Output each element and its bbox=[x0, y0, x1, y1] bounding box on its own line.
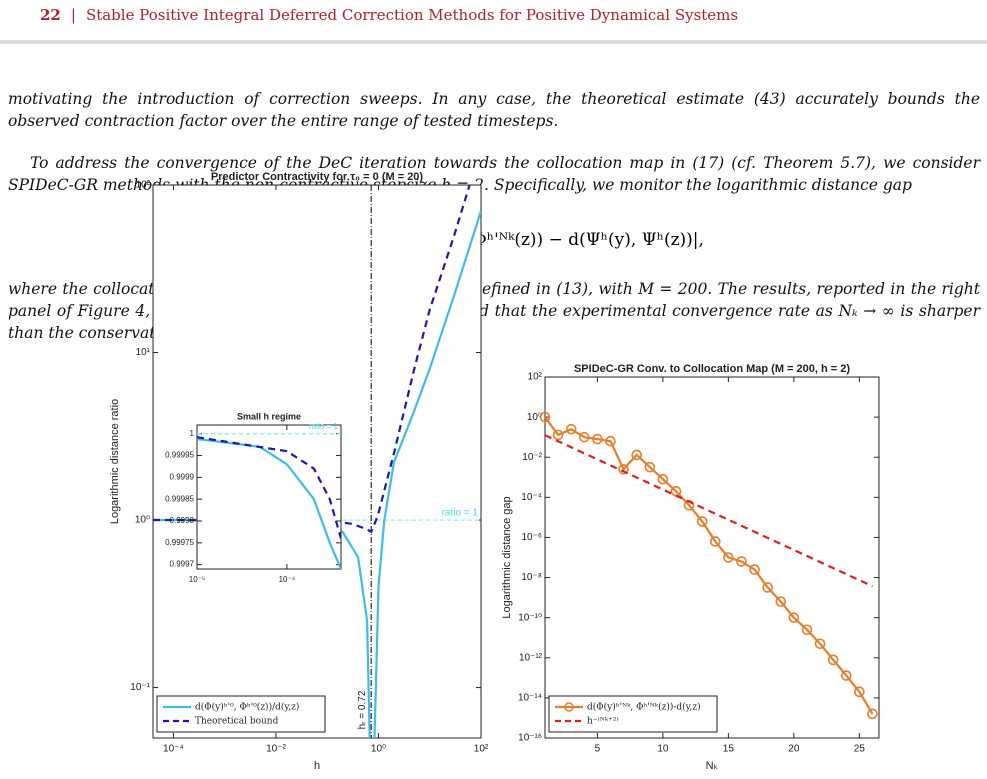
y-tick-label: 0.9998 bbox=[170, 516, 195, 525]
y-tick-label: 10² bbox=[528, 372, 543, 383]
data-point bbox=[762, 582, 773, 593]
x-tick-label: 10 bbox=[657, 744, 669, 755]
data-point bbox=[657, 473, 669, 485]
y-tick-label: 10⁻¹⁴ bbox=[518, 693, 542, 704]
legend-marker bbox=[564, 702, 574, 712]
plot-area bbox=[197, 425, 341, 569]
legend-box bbox=[156, 695, 326, 733]
data-point bbox=[801, 624, 813, 636]
legend-label: d(Φ(y)ʰ'ᴺᵏ, Φʰ'ᴺᵏ(z))-d(y,z) bbox=[587, 702, 701, 713]
y-tick-label: 1 bbox=[190, 429, 195, 438]
x-tick-label: 25 bbox=[854, 744, 866, 755]
data-point bbox=[618, 463, 629, 475]
x-axis-label: h bbox=[314, 760, 320, 772]
y-tick-label: 0.9999 bbox=[170, 472, 195, 481]
y-tick-label: 0.9997 bbox=[170, 560, 195, 569]
chart-title: Small h regime bbox=[237, 411, 301, 421]
running-header: 22 | Stable Positive Integral Deferred Cor… bbox=[40, 6, 748, 24]
x-tick-label: 10⁻⁴ bbox=[163, 744, 184, 755]
data-point bbox=[709, 536, 721, 547]
y-tick-label: 10⁻¹⁶ bbox=[518, 733, 542, 744]
y-tick-label: 0.99995 bbox=[165, 451, 194, 460]
y-axis-label: Logarithmic distance gap bbox=[501, 496, 513, 618]
data-point bbox=[644, 461, 656, 473]
legend-label: d(Φ(y)ʰ'⁰, Φʰ'⁰(z))/d(y,z) bbox=[195, 702, 299, 713]
plot-frame bbox=[544, 376, 880, 739]
data-point bbox=[578, 431, 590, 443]
data-point bbox=[539, 411, 551, 423]
series-line bbox=[545, 434, 873, 588]
series-line bbox=[197, 436, 341, 539]
data-point bbox=[827, 654, 839, 666]
reference-label: ratio = 1 bbox=[309, 422, 339, 431]
paragraph: motivating the introduction of correctio… bbox=[8, 90, 980, 130]
separator: | bbox=[70, 6, 76, 24]
y-tick-label: 10¹ bbox=[136, 347, 151, 358]
legend-label: h⁻⁽ᴺᵏ⁺²⁾ bbox=[587, 716, 619, 727]
data-point bbox=[631, 449, 642, 461]
data-point bbox=[854, 686, 865, 698]
x-tick-label: 10⁻⁵ bbox=[189, 575, 205, 584]
legend-label: Theoretical bound bbox=[195, 717, 279, 727]
y-tick-label: 10⁻¹ bbox=[130, 682, 150, 693]
y-tick-label: 10⁻⁴ bbox=[521, 492, 542, 503]
plot-frame bbox=[196, 424, 342, 570]
data-point bbox=[840, 670, 852, 681]
y-tick-label: 0.99975 bbox=[165, 538, 194, 547]
y-tick-label: 10⁻⁸ bbox=[521, 572, 542, 583]
data-point bbox=[775, 596, 787, 607]
chart: 5 10 15 20 25 10⁻¹⁶ 10⁻¹⁴ 10⁻¹² 10⁻¹⁰ 10⁻⁸ 10⁻⁶ 10⁻… bbox=[501, 363, 880, 772]
y-tick-label: 0.99985 bbox=[165, 494, 194, 503]
x-tick-label: 15 bbox=[723, 744, 735, 755]
y-axis-label: Logarithmic distance ratio bbox=[109, 399, 121, 524]
legend-box bbox=[548, 695, 718, 733]
header-rule bbox=[0, 40, 987, 44]
data-point bbox=[749, 564, 760, 575]
data-point bbox=[592, 433, 603, 445]
plot-frame bbox=[152, 184, 482, 739]
reference-label: ratio = 1 bbox=[442, 508, 479, 519]
chart: 10⁻⁵ 10⁻⁴ 0.9997 0.99975 0.9998 0.99985 0.9999… bbox=[165, 411, 342, 584]
chart-title: Predictor Contractivity for τ₀ = 0 (M = … bbox=[211, 171, 424, 183]
x-tick-label: 10⁻⁴ bbox=[279, 575, 296, 584]
data-point bbox=[565, 423, 577, 435]
running-title: Stable Positive Integral Deferred Correc… bbox=[85, 6, 739, 24]
data-point bbox=[867, 708, 878, 720]
x-axis-label: Nₖ bbox=[706, 760, 719, 772]
y-tick-label: 10² bbox=[136, 180, 151, 191]
data-point bbox=[552, 429, 564, 441]
y-tick-label: 10⁻¹² bbox=[519, 652, 543, 663]
data-point bbox=[723, 552, 734, 563]
x-tick-label: 10² bbox=[474, 744, 489, 755]
data-point bbox=[736, 556, 747, 567]
data-point bbox=[788, 612, 800, 623]
x-tick-label: 20 bbox=[788, 744, 800, 755]
series-line bbox=[545, 416, 874, 715]
data-point bbox=[696, 516, 708, 527]
reference-label: hᵣ = 0.72 bbox=[357, 690, 368, 729]
x-tick-label: 10⁻² bbox=[266, 744, 286, 755]
page-number: 22 bbox=[40, 6, 61, 24]
y-tick-label: 10⁻² bbox=[522, 452, 542, 463]
y-tick-label: 10⁰ bbox=[135, 515, 150, 526]
y-tick-label: 10⁻¹⁰ bbox=[518, 612, 542, 623]
x-tick-label: 5 bbox=[595, 744, 601, 755]
x-tick-label: 10⁰ bbox=[371, 744, 386, 755]
series-line bbox=[153, 185, 471, 534]
y-tick-label: 10⁰ bbox=[527, 412, 542, 423]
y-tick-label: 10⁻⁶ bbox=[521, 532, 542, 543]
chart-title: SPIDeC-GR Conv. to Collocation Map (M = … bbox=[574, 363, 850, 375]
data-point bbox=[814, 638, 826, 650]
data-point bbox=[605, 435, 616, 447]
plot-area bbox=[545, 377, 879, 738]
